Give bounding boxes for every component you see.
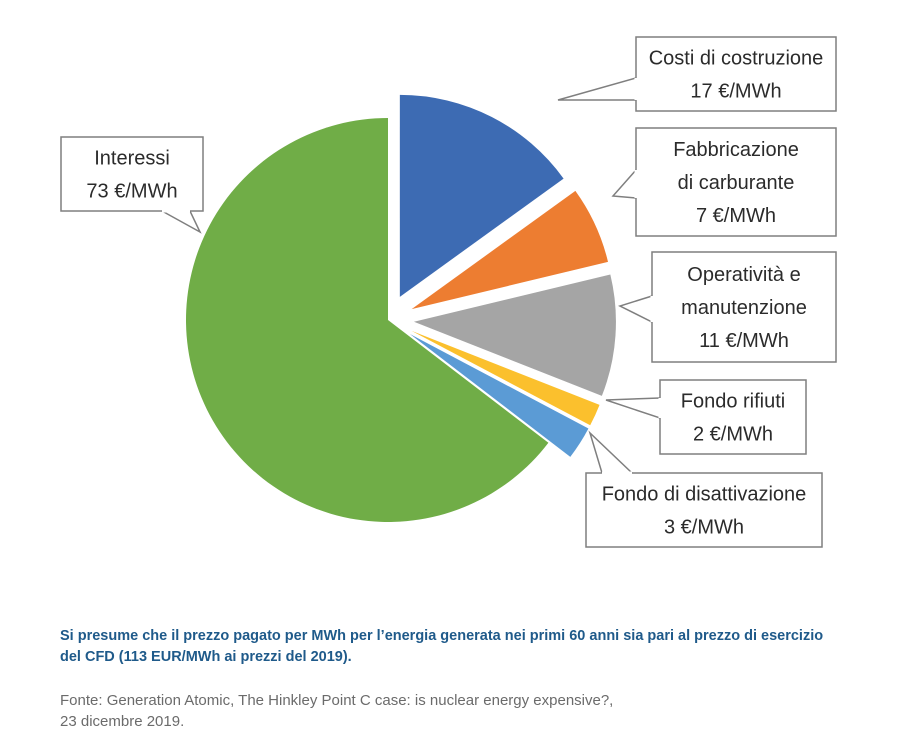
footnote: Si presume che il prezzo pagato per MWh … — [60, 626, 860, 668]
slice-category-label: manutenzione — [681, 297, 807, 319]
pie-slice-1 — [399, 94, 564, 297]
callout-3: Operatività e manutenzione 11 €/MWh — [618, 251, 837, 363]
slice-category-label: Operatività e — [687, 264, 800, 286]
slice-category-label: Fabbricazione — [673, 139, 799, 161]
slice-category-label: di carburante — [678, 172, 795, 194]
pie-callouts: Costi di costruzione 17 €/MWh Fabbricazion… — [60, 36, 837, 548]
callout-pointer — [588, 430, 634, 474]
pie-slice-2 — [411, 190, 609, 310]
callout-box — [651, 251, 837, 363]
pie-slices — [185, 94, 616, 522]
callout-pointer — [605, 397, 661, 420]
callout-pointer — [557, 77, 637, 101]
callout-box — [60, 136, 204, 212]
slice-value-label: 17 €/MWh — [690, 81, 781, 103]
slice-value-label: 73 €/MWh — [86, 181, 177, 203]
callout-pointer — [161, 210, 202, 234]
slice-value-label: 7 €/MWh — [696, 205, 776, 227]
callout-1: Costi di costruzione 17 €/MWh — [557, 36, 837, 112]
source-line-2: 23 dicembre 2019. — [60, 713, 185, 730]
footnote-line-1: Si presume che il prezzo pagato per MWh … — [60, 628, 824, 644]
pie-slice-3 — [413, 274, 616, 396]
slice-category-label: Fondo rifiuti — [681, 391, 786, 413]
pie-slice-6 — [185, 118, 549, 522]
slice-category-label: Costi di costruzione — [649, 48, 824, 70]
slice-category-label: Interessi — [94, 148, 170, 170]
source-note: Fonte: Generation Atomic, The Hinkley Po… — [60, 690, 860, 732]
callout-box — [635, 36, 837, 112]
callout-4: Fondo rifiuti 2 €/MWh — [605, 379, 807, 455]
slice-value-label: 11 €/MWh — [699, 330, 789, 352]
source-line-1: Fonte: Generation Atomic, The Hinkley Po… — [60, 692, 614, 709]
slice-category-label: Fondo di disattivazione — [602, 484, 807, 506]
pie-chart: Costi di costruzione 17 €/MWh Fabbricazion… — [60, 36, 837, 548]
callout-pointer — [611, 168, 637, 199]
slice-value-label: 2 €/MWh — [693, 424, 773, 446]
pie-slice-4 — [411, 330, 600, 426]
callout-box — [585, 472, 823, 548]
pie-slice-5 — [409, 334, 589, 457]
callout-pointer — [618, 294, 653, 324]
callout-2: Fabbricazione di carburante 7 €/MWh — [611, 127, 837, 237]
slice-value-label: 3 €/MWh — [664, 517, 744, 539]
callout-box — [659, 379, 807, 455]
callout-6: Interessi 73 €/MWh — [60, 136, 204, 234]
callout-5: Fondo di disattivazione 3 €/MWh — [585, 430, 823, 548]
footnote-line-2: del CFD (113 EUR/MWh ai prezzi del 2019)… — [60, 649, 352, 665]
